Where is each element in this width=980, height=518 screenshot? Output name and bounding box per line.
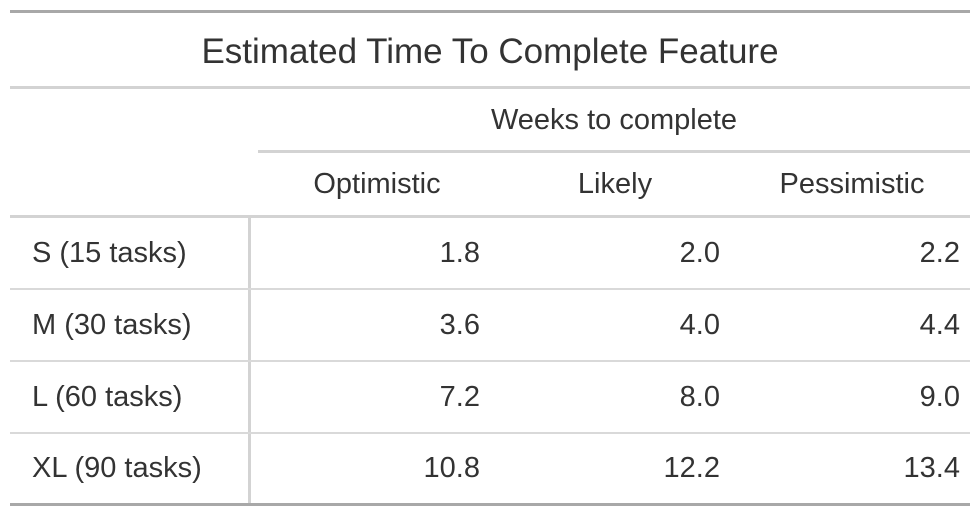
column-header-optimistic: Optimistic bbox=[313, 168, 441, 200]
row-label: XL (90 tasks) bbox=[32, 452, 202, 484]
cell-pessimistic: 2.2 bbox=[919, 237, 960, 269]
row-rule bbox=[10, 360, 970, 362]
row-label: L (60 tasks) bbox=[32, 381, 183, 413]
cell-likely: 2.0 bbox=[679, 237, 720, 269]
bottom-rule bbox=[10, 503, 970, 506]
title-rule bbox=[10, 86, 970, 89]
cell-pessimistic: 9.0 bbox=[919, 381, 960, 413]
table-title: Estimated Time To Complete Feature bbox=[201, 32, 779, 71]
row-rule bbox=[10, 288, 970, 290]
spanner-rule bbox=[258, 150, 970, 153]
cell-optimistic: 7.2 bbox=[439, 381, 480, 413]
row-label: M (30 tasks) bbox=[32, 309, 192, 341]
cell-optimistic: 3.6 bbox=[439, 309, 480, 341]
cell-likely: 12.2 bbox=[663, 452, 720, 484]
row-rule bbox=[10, 432, 970, 434]
table-row: M (30 tasks) 3.6 4.0 4.4 bbox=[10, 290, 970, 360]
column-spanner: Weeks to complete bbox=[490, 104, 738, 136]
column-header-pessimistic: Pessimistic bbox=[779, 168, 925, 200]
cell-pessimistic: 13.4 bbox=[903, 452, 960, 484]
cell-likely: 4.0 bbox=[679, 309, 720, 341]
cell-pessimistic: 4.4 bbox=[919, 309, 960, 341]
column-header-likely: Likely bbox=[577, 168, 653, 200]
row-label: S (15 tasks) bbox=[32, 237, 187, 269]
estimate-table: Estimated Time To Complete Feature Weeks… bbox=[10, 10, 970, 506]
table-row: XL (90 tasks) 10.8 12.2 13.4 bbox=[10, 433, 970, 503]
cell-likely: 8.0 bbox=[679, 381, 720, 413]
table-row: L (60 tasks) 7.2 8.0 9.0 bbox=[10, 362, 970, 432]
cell-optimistic: 10.8 bbox=[423, 452, 480, 484]
table-row: S (15 tasks) 1.8 2.0 2.2 bbox=[10, 218, 970, 288]
cell-optimistic: 1.8 bbox=[439, 237, 480, 269]
column-header-rule bbox=[10, 215, 970, 218]
top-rule bbox=[10, 10, 970, 13]
